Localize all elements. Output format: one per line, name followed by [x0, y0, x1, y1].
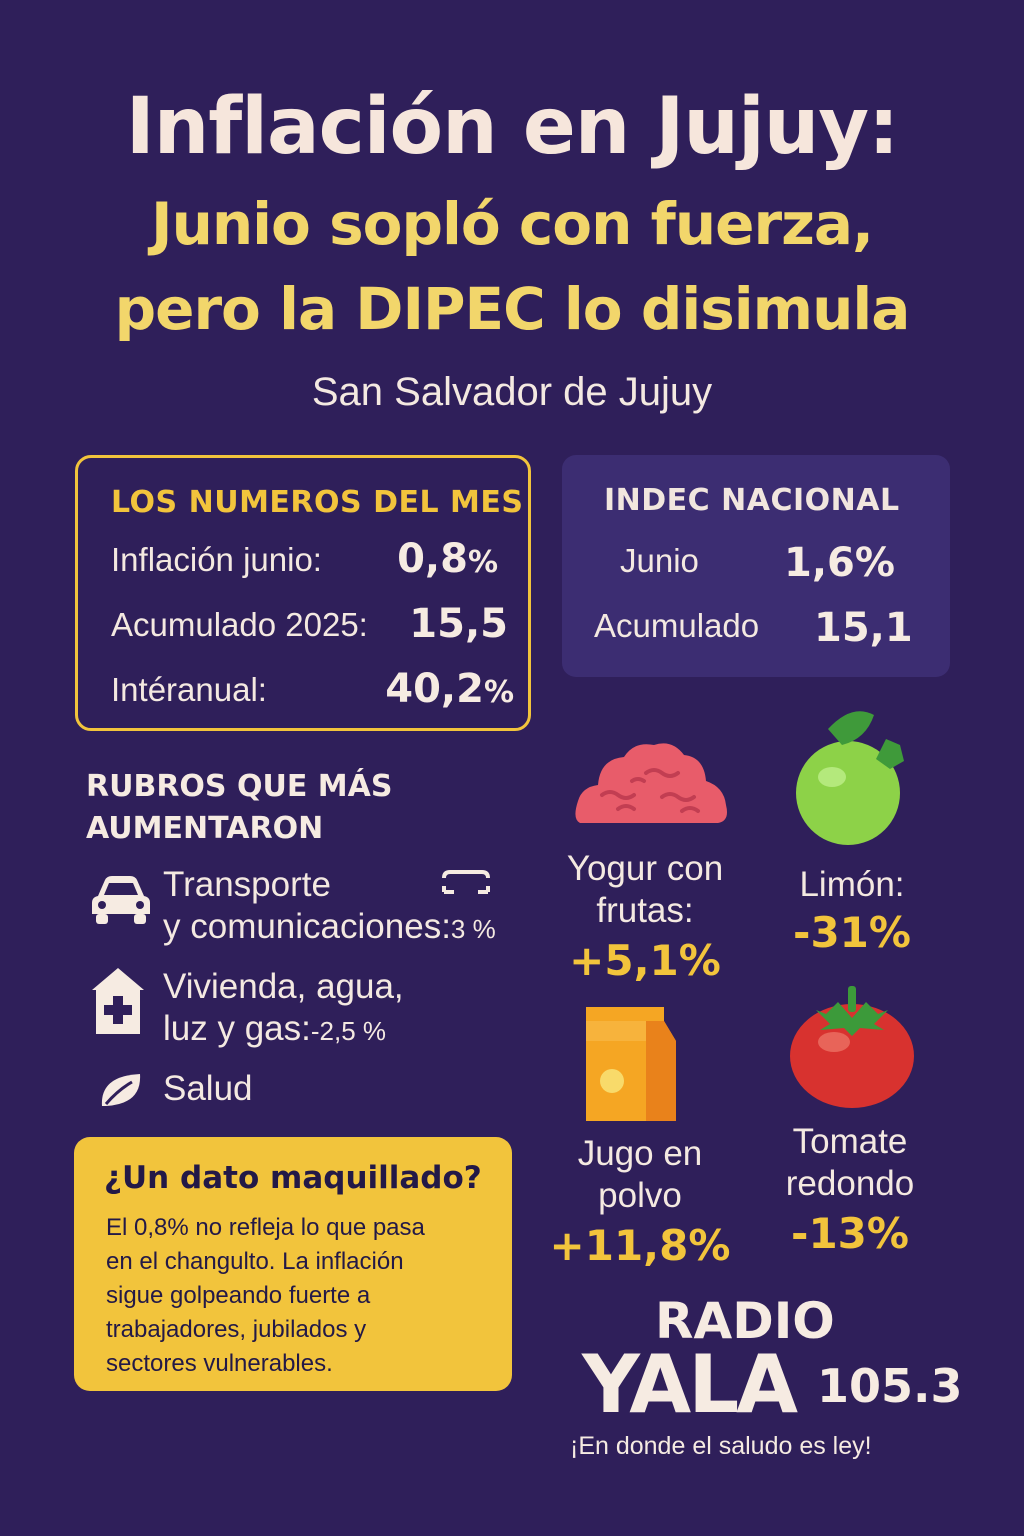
- juice-box-icon: [580, 1005, 680, 1128]
- callout-title: ¿Un dato maquillado?: [104, 1160, 482, 1196]
- food-tomato: Tomate redondo -13%: [785, 1122, 915, 1258]
- car-icon: [88, 870, 154, 933]
- stat-label-accumulated: Acumulado 2025:: [111, 606, 368, 643]
- food-yogurt: Yogur con frutas: +5,1%: [566, 849, 724, 985]
- indec-label-june: Junio: [620, 542, 699, 579]
- indec-label-accumulated: Acumulado: [594, 607, 760, 644]
- rubros-heading: RUBROS QUE MÁS AUMENTARON: [86, 769, 393, 846]
- page-subtitle-line-2: pero la DIPEC lo disimula: [114, 275, 911, 343]
- bus-outline-icon: [440, 868, 492, 901]
- food-lemon: Limón: -31%: [793, 865, 911, 957]
- stat-value-inflation-june: 0,8%: [397, 536, 498, 582]
- radio-slogan: ¡En donde el saludo es ley!: [570, 1432, 872, 1460]
- house-medical-icon: [90, 966, 146, 1041]
- radio-frequency: 105.3: [817, 1359, 963, 1413]
- monthly-numbers-box: LOS NUMEROS DEL MES Inflación junio: 0,8…: [75, 455, 531, 731]
- page-title: Inflación en Jujuy:: [125, 82, 900, 172]
- food-juice: Jugo en polvo +11,8%: [549, 1134, 731, 1270]
- stat-value-accumulated: 15,5: [409, 601, 508, 647]
- tomato-icon: [786, 978, 920, 1117]
- page-subtitle-line-1: Junio sopló con fuerza,: [151, 190, 874, 258]
- indec-value-june: 1,6%: [784, 540, 895, 586]
- rubro-health: Salud: [163, 1069, 253, 1108]
- lime-icon: [792, 705, 912, 852]
- leaf-icon: [98, 1070, 144, 1115]
- yogurt-icon: [572, 735, 730, 836]
- monthly-numbers-heading: LOS NUMEROS DEL MES: [111, 485, 524, 520]
- city-label: San Salvador de Jujuy: [311, 370, 713, 414]
- stat-label-interannual: Intéranual:: [111, 671, 267, 708]
- callout-box: ¿Un dato maquillado? El 0,8% no refleja …: [74, 1137, 512, 1391]
- indec-national-box: INDEC NACIONAL Junio 1,6% Acumulado 15,1: [562, 455, 950, 677]
- stat-value-interannual: 40,2%: [385, 666, 514, 712]
- callout-body: El 0,8% no refleja lo que pasa en el cha…: [106, 1214, 425, 1377]
- indec-value-accumulated: 15,1: [814, 605, 913, 651]
- rubro-transport: Transporte y comunicaciones:3 %: [163, 865, 496, 946]
- radio-logo-word-radio: RADIO: [655, 1292, 835, 1350]
- radio-logo-word-yala: YALA: [582, 1338, 798, 1431]
- indec-heading: INDEC NACIONAL: [604, 483, 900, 518]
- rubro-housing: Vivienda, agua, luz y gas:-2,5 %: [163, 967, 404, 1048]
- stat-label-inflation-june: Inflación junio:: [111, 541, 322, 578]
